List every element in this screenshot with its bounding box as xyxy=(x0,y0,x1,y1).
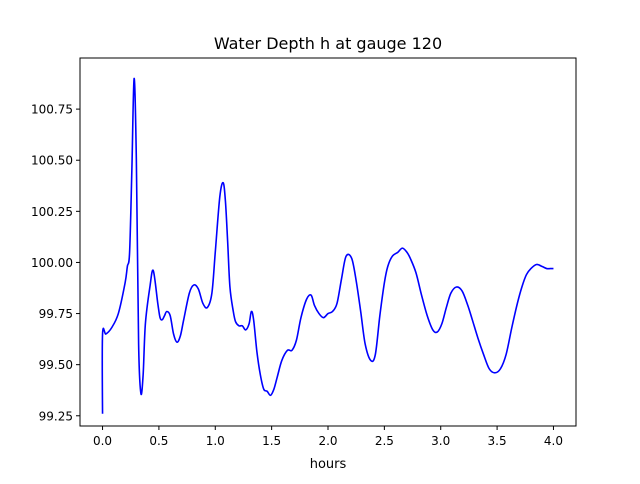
y-tick-label: 99.50 xyxy=(39,358,73,372)
x-axis: 0.0 0.5 1.0 1.5 2.0 2.5 3.0 3.5 4.0 xyxy=(93,426,563,448)
series-layer xyxy=(101,77,554,414)
y-tick-label: 100.25 xyxy=(31,205,73,219)
x-tick-label: 1.0 xyxy=(206,434,225,448)
series-line xyxy=(101,77,554,414)
x-tick-label: 1.5 xyxy=(262,434,281,448)
x-tick-label: 2.0 xyxy=(318,434,337,448)
y-tick-label: 99.75 xyxy=(39,307,73,321)
x-tick-label: 4.0 xyxy=(544,434,563,448)
x-axis-label: hours xyxy=(310,457,347,472)
x-tick-label: 2.5 xyxy=(375,434,394,448)
chart-title: Water Depth h at gauge 120 xyxy=(214,34,442,53)
y-tick-label: 99.25 xyxy=(39,409,73,423)
x-tick-label: 0.5 xyxy=(149,434,168,448)
x-tick-label: 3.0 xyxy=(431,434,450,448)
x-tick-label: 0.0 xyxy=(93,434,112,448)
y-axis: 99.25 99.50 99.75 100.00 100.25 100.50 100.75 xyxy=(31,103,80,423)
y-tick-label: 100.00 xyxy=(31,256,73,270)
y-tick-label: 100.50 xyxy=(31,154,73,168)
plot-area-frame xyxy=(79,57,577,427)
y-tick-label: 100.75 xyxy=(31,103,73,117)
x-tick-label: 3.5 xyxy=(488,434,507,448)
